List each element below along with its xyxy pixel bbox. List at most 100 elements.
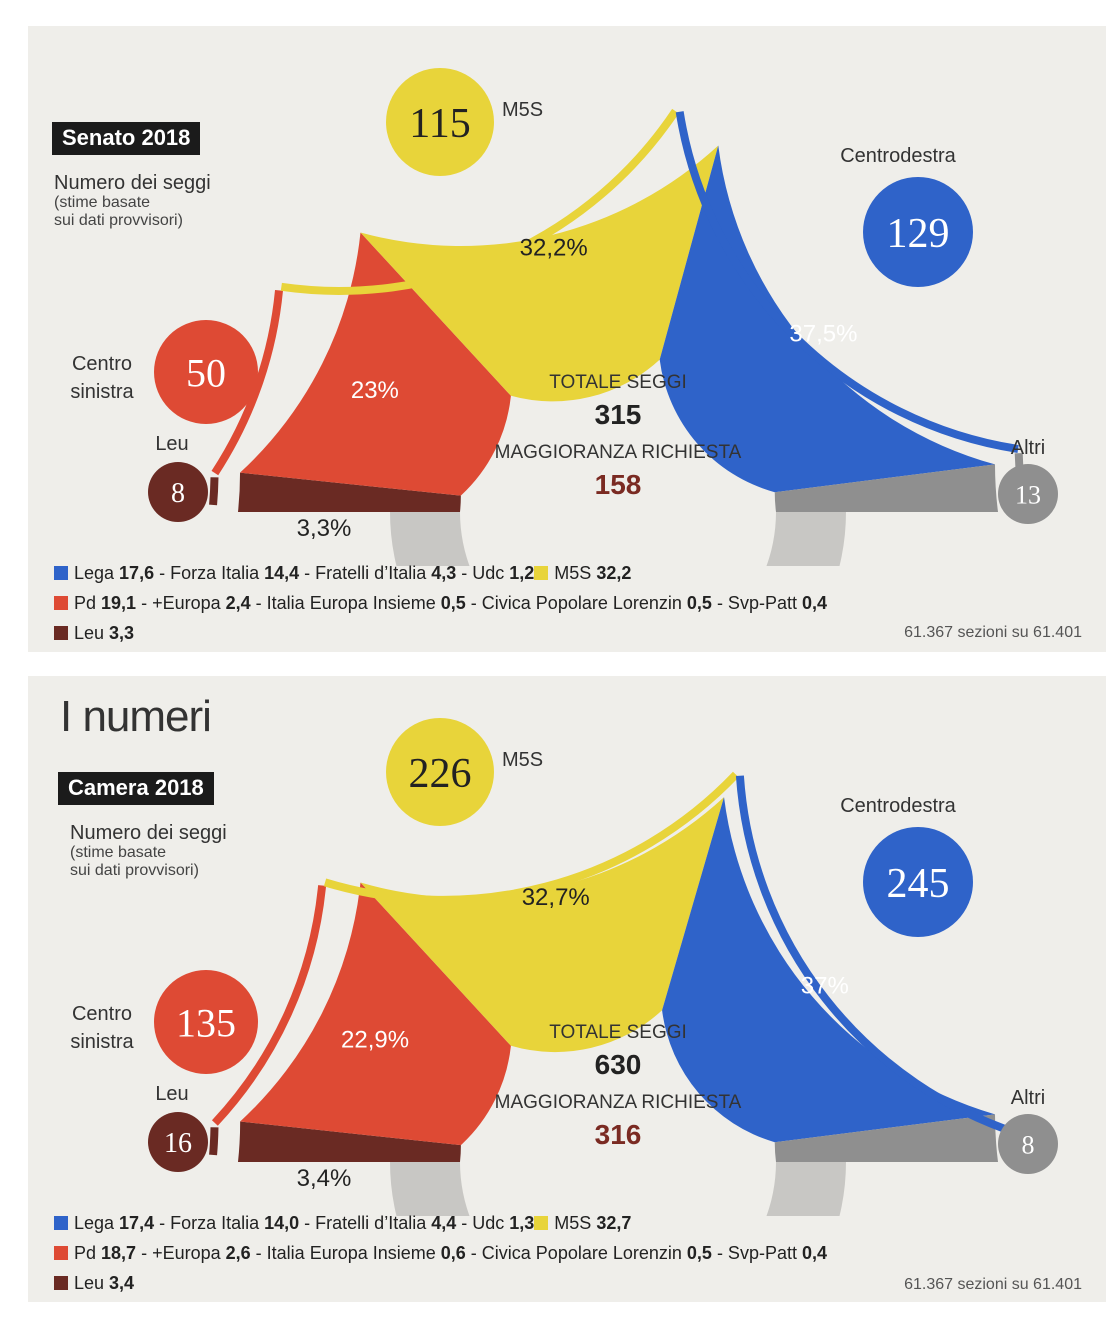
legend-text: Pd [74, 1243, 102, 1263]
seat-count: 115 [409, 101, 470, 147]
sector-leu [238, 472, 461, 512]
sector-m5s [360, 797, 725, 1053]
legend-value: 14,0 [264, 1213, 300, 1233]
subtitle-line: Numero dei seggi [70, 822, 227, 844]
seat-count: 129 [887, 211, 950, 257]
legend-swatch [54, 1246, 68, 1261]
pct-label-leu: 3,3% [297, 515, 352, 542]
legend-text: - Forza Italia [154, 1213, 265, 1233]
legend-text: Lega [74, 1213, 120, 1233]
seat-count: 8 [1022, 1130, 1035, 1159]
party-label: sinistra [70, 381, 134, 403]
sector-leu [238, 1121, 461, 1162]
sector-centrodestra [659, 145, 996, 493]
legend-row: Lega 17,6 - Forza Italia 14,4 - Fratelli… [54, 558, 827, 588]
legend-row: Pd 18,7 - +Europa 2,6 - Italia Europa In… [54, 1238, 827, 1268]
legend-text: - Civica Popolare Lorenzin [465, 1243, 687, 1263]
legend-swatch [534, 566, 549, 581]
seat-ring-centrodestra [675, 111, 1019, 453]
legend-row: Leu 3,3 [54, 618, 827, 648]
subtitle-line: (stime basate [70, 844, 167, 861]
legend-swatch [534, 1216, 549, 1231]
legend-text: Leu [74, 1273, 110, 1293]
total-seats: 630 [595, 1049, 642, 1080]
inner-shadow [390, 512, 846, 566]
sector-centrodestra [662, 797, 996, 1143]
legend-text: M5S [554, 1213, 597, 1233]
legend-text: - Civica Popolare Lorenzin [465, 593, 687, 613]
legend-value: 1,2 [509, 563, 535, 583]
party-label: Centro [72, 1003, 132, 1025]
legend-value: 19,1 [101, 593, 137, 613]
legend-value: 32,7 [596, 1213, 632, 1233]
total-label: TOTALE SEGGI [549, 1022, 687, 1043]
legend-value: 2,6 [225, 1243, 251, 1263]
seat-count: 13 [1015, 480, 1041, 509]
legend-text: - Svp-Patt [711, 593, 802, 613]
seat-bubble-m5s [386, 68, 494, 176]
legend: Lega 17,4 - Forza Italia 14,0 - Fratelli… [54, 1208, 827, 1298]
seat-ring-m5s [280, 108, 679, 295]
pct-label-m5s: 32,2% [520, 235, 588, 262]
chart-title: Senato 2018 [52, 122, 201, 155]
legend-value: 4,3 [431, 563, 457, 583]
legend-value: 0,6 [440, 1243, 466, 1263]
legend-row: Pd 19,1 - +Europa 2,4 - Italia Europa In… [54, 588, 827, 618]
legend-value: 1,3 [509, 1213, 535, 1233]
legend-text: - Fratelli d’Italia [299, 1213, 432, 1233]
seat-bubble-centro-sinistra [154, 970, 258, 1074]
sector-altri [774, 1114, 998, 1162]
sections-note: 61.367 sezioni su 61.401 [904, 624, 1082, 641]
legend-value: 14,4 [264, 563, 300, 583]
majority-seats: 316 [595, 1119, 642, 1150]
legend-value: 17,6 [119, 563, 155, 583]
pct-label-centrodestra: 37% [801, 972, 849, 999]
pct-label-m5s: 32,7% [522, 884, 590, 911]
legend-value: 17,4 [119, 1213, 155, 1233]
seat-count: 245 [887, 861, 950, 907]
party-label: M5S [502, 749, 543, 771]
legend-text: - Udc [456, 563, 510, 583]
senato-hemicycle-chart: 3,3% 23% 32,2% 37,5% 8 50 115 129 13 Leu Centro sin… [70, 68, 1058, 566]
legend-value: 2,4 [225, 593, 251, 613]
legend-swatch [54, 596, 68, 611]
legend-text: - +Europa [136, 1243, 226, 1263]
legend-value: 0,5 [440, 593, 466, 613]
party-label: Leu [155, 433, 188, 455]
seat-bubble-centro-sinistra [154, 320, 258, 424]
legend-swatch [54, 626, 68, 641]
legend-swatch [54, 566, 68, 581]
camera-hemicycle-chart: 3,4% 22,9% 32,7% 37% 16 135 226 245 8 Leu Centro si… [70, 718, 1058, 1216]
seat-bubble-leu [148, 462, 208, 522]
legend-value: 0,5 [686, 1243, 712, 1263]
senato-panel: Senato 2018 Numero dei seggi (stime basa… [28, 26, 1106, 652]
legend-value: 32,2 [596, 563, 632, 583]
seat-count: 226 [409, 751, 472, 797]
legend-swatch [54, 1216, 68, 1231]
seat-ring-m5s [323, 771, 739, 904]
party-label: Leu [155, 1083, 188, 1105]
seat-ring-leu [209, 1127, 219, 1156]
legend-value: 3,3 [109, 623, 135, 643]
party-label: Centrodestra [840, 795, 956, 817]
subtitle-line: Numero dei seggi [54, 172, 211, 194]
subtitle-line: (stime basate [54, 194, 151, 211]
legend-text: - Udc [456, 1213, 510, 1233]
party-label: M5S [502, 99, 543, 121]
legend-text: - Italia Europa Insieme [250, 593, 441, 613]
party-label: Altri [1011, 437, 1045, 459]
chart-subtitle: Numero dei seggi (stime basate sui dati … [70, 822, 227, 880]
legend-text: - Forza Italia [154, 563, 265, 583]
party-label: Altri [1011, 1087, 1045, 1109]
seat-bubble-altri [998, 1114, 1058, 1174]
seat-bubble-centrodestra [863, 827, 973, 937]
legend-text: M5S [554, 563, 597, 583]
seat-ring-centro-sinistra [211, 290, 283, 476]
subtitle-line: sui dati provvisori) [70, 862, 199, 879]
seat-count: 135 [176, 1000, 236, 1045]
page-heading: I numeri [60, 692, 212, 741]
seat-count: 8 [171, 478, 185, 509]
pct-label-centro-sinistra: 22,9% [341, 1027, 409, 1054]
majority-seats: 158 [595, 469, 642, 500]
legend: Lega 17,6 - Forza Italia 14,4 - Fratelli… [54, 558, 827, 648]
